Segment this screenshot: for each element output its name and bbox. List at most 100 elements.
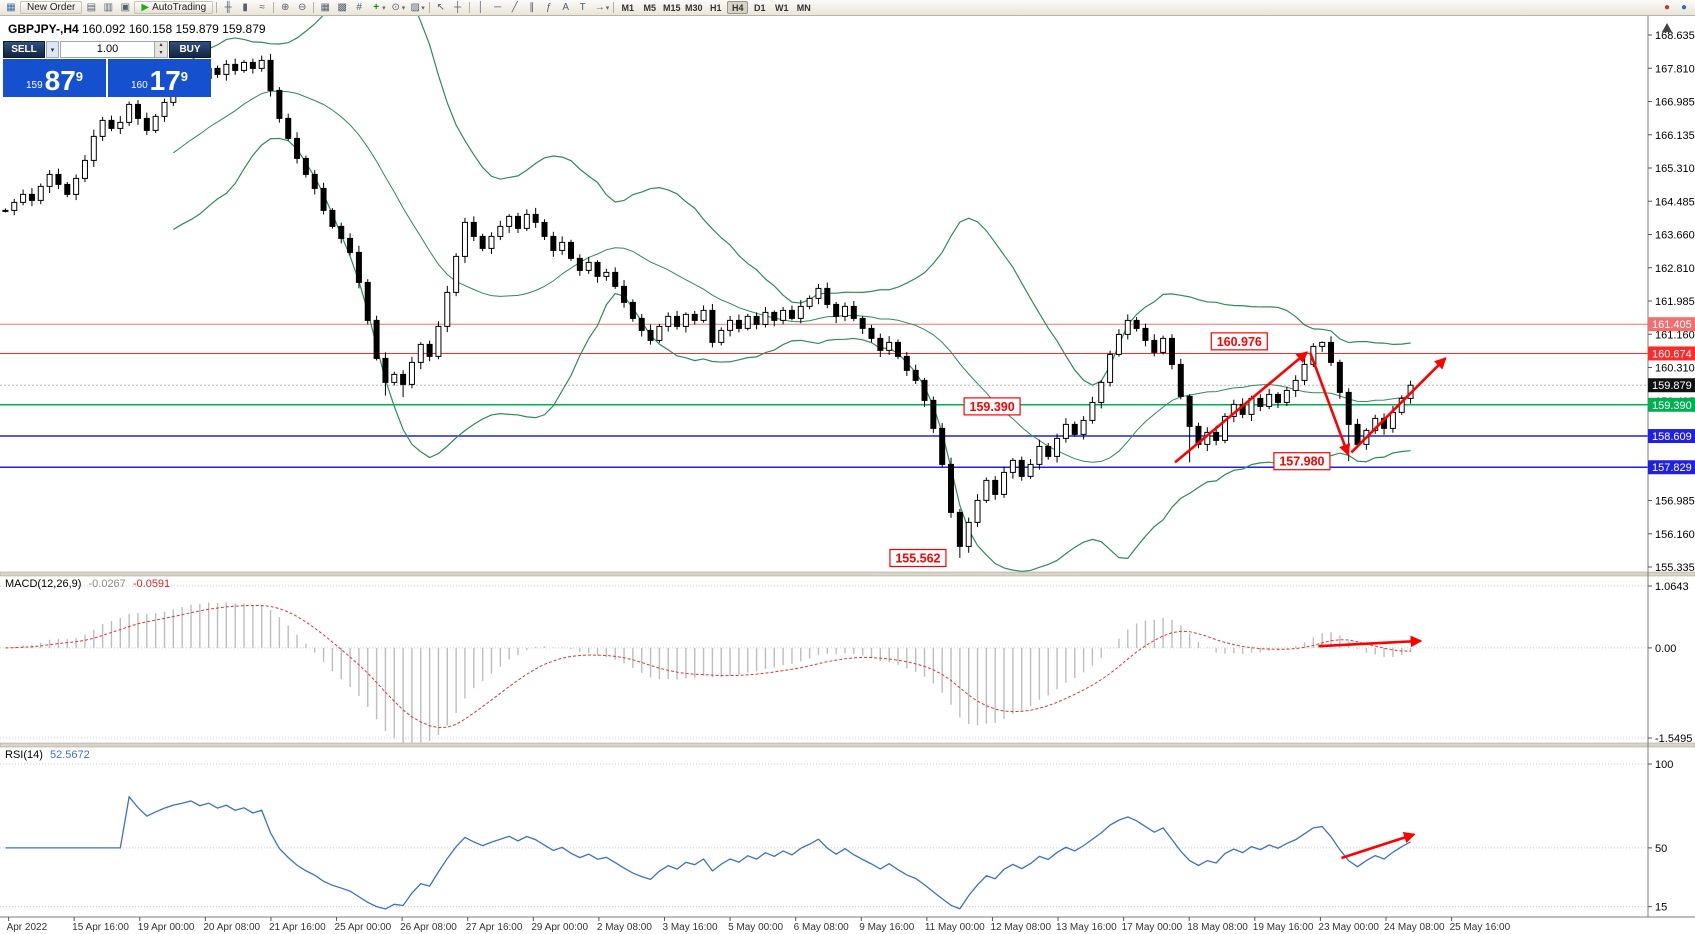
new-chart-icon[interactable]: ▦ [6, 2, 16, 13]
community-icon[interactable]: ● [1680, 2, 1688, 13]
line-chart-type-icon[interactable]: ≈ [259, 2, 265, 13]
timeframe-w1-button[interactable]: W1 [774, 2, 789, 13]
svg-text:155.562: 155.562 [895, 552, 940, 566]
candle [850, 305, 857, 319]
zoom-in-icon[interactable]: ⊕ [280, 2, 290, 13]
arrows-tool-icon-caret[interactable]: ▾ [605, 4, 610, 12]
sell-price[interactable]: 159 87 9 [3, 59, 106, 97]
timeframe-d1-button[interactable]: D1 [753, 2, 766, 13]
candle [1213, 431, 1220, 441]
candle [788, 309, 795, 319]
equidistant-channel-icon[interactable]: ∥ [529, 2, 535, 13]
price-annotation[interactable] [1273, 452, 1331, 471]
timeframe-h1-button[interactable]: H1 [709, 2, 722, 13]
trendline-icon[interactable]: ╱ [511, 2, 518, 13]
profiles-icon[interactable]: ▥ [103, 2, 114, 13]
trend-arrow[interactable] [1350, 357, 1447, 454]
rsi-panel[interactable] [0, 763, 1648, 910]
buy-button[interactable]: BUY [169, 41, 211, 58]
candle [461, 221, 468, 257]
text-label-icon[interactable]: T [579, 2, 586, 13]
zoom-out-icon[interactable]: ⊖ [297, 2, 307, 13]
candle [727, 319, 734, 331]
horizontal-line-icon[interactable]: ─ [494, 2, 502, 13]
price-badge-label: 159.879 [1652, 380, 1692, 392]
templates-icon[interactable]: ▨ [410, 2, 420, 13]
bollinger-upper-band[interactable] [172, 16, 1411, 386]
candle [1045, 445, 1052, 457]
periods-icon[interactable]: ⊙ [391, 2, 400, 13]
candle [647, 329, 654, 341]
bollinger-middle-band[interactable] [173, 90, 1411, 463]
one-click-prices: 159 87 9 160 17 9 [3, 59, 211, 97]
volume-value[interactable]: 1.00 [96, 43, 119, 55]
trend-arrow[interactable] [1308, 351, 1351, 457]
candlestick-type-icon[interactable]: ▮ [242, 2, 248, 13]
candle [338, 225, 345, 239]
time-axis-label: 23 May 00:00 [1318, 922, 1379, 933]
time-axis-label: 29 Apr 00:00 [531, 922, 588, 933]
time-axis-label: 21 Apr 16:00 [269, 922, 326, 933]
timeframe-h4-button[interactable]: H4 [727, 1, 749, 14]
price-tick-label: 167.810 [1655, 63, 1695, 75]
text-icon[interactable]: A [562, 2, 570, 13]
indicators-icon[interactable]: + [373, 2, 380, 13]
candle [1115, 333, 1122, 355]
candle [682, 313, 689, 327]
arrows-tool-icon[interactable]: → [594, 2, 605, 13]
price-annotation[interactable] [889, 548, 947, 568]
chart-shift-marker[interactable] [1662, 23, 1672, 32]
chart-canvas[interactable]: 160.976 159.390 157.980 155.562 168.635 167.8… [0, 16, 1695, 934]
panel-splitter[interactable] [0, 742, 1695, 748]
volume-input[interactable]: 1.00 ▴ ▾ [60, 41, 168, 58]
candle [877, 337, 884, 351]
timeframe-mn-button[interactable]: MN [796, 2, 811, 13]
tile-windows-icon[interactable]: ▦ [320, 2, 330, 13]
trend-arrow[interactable] [1174, 351, 1309, 464]
terminal-icon[interactable]: ▣ [120, 2, 131, 13]
price-annotation[interactable] [1210, 332, 1268, 351]
vertical-line-icon[interactable]: │ [477, 2, 484, 13]
grid-icon[interactable]: # [356, 2, 362, 13]
indicators-icon-caret[interactable]: ▾ [382, 4, 386, 12]
auto-arrange-icon[interactable]: ▩ [337, 2, 347, 13]
sell-button[interactable]: SELL [3, 41, 45, 58]
macd-panel[interactable] [0, 585, 1648, 745]
candle [665, 315, 672, 327]
candle [1275, 393, 1282, 403]
candle [1266, 393, 1273, 407]
fibonacci-icon[interactable]: ƒ [545, 2, 552, 13]
macd-arrow[interactable] [1318, 635, 1423, 648]
charts-grid-icon[interactable]: ▤ [86, 2, 97, 13]
candle [134, 103, 141, 119]
candle [550, 235, 557, 251]
one-click-menu-caret-icon[interactable]: ▾ [46, 41, 59, 58]
candle [143, 117, 150, 131]
bar-chart-type-icon[interactable]: ╫ [224, 2, 232, 13]
cursor-icon[interactable]: ↖ [436, 2, 445, 13]
volume-up-icon[interactable]: ▴ [155, 42, 167, 50]
panel-splitter[interactable] [0, 571, 1695, 577]
timeframe-m15-button[interactable]: M15 [662, 2, 681, 13]
chart-window: 160.976 159.390 157.980 155.562 168.635 167.8… [0, 16, 1695, 934]
rsi-tick-label: 100 [1655, 759, 1673, 771]
crosshair-icon[interactable]: ┼ [454, 2, 462, 13]
timeframe-m1-button[interactable]: M1 [621, 2, 634, 13]
timeframe-m30-button[interactable]: M30 [684, 2, 703, 13]
volume-down-icon[interactable]: ▾ [155, 49, 167, 57]
new-order-button[interactable]: New Order [20, 1, 83, 14]
price-tick-label: 162.810 [1655, 263, 1695, 275]
price-badge-label: 159.390 [1652, 400, 1692, 412]
rsi-tick-label: 50 [1655, 843, 1667, 855]
price-panel[interactable]: 160.976 159.390 157.980 155.562 [0, 16, 1648, 572]
autotrading-button[interactable]: ▶ AutoTrading [134, 1, 214, 14]
candle [90, 135, 97, 161]
templates-icon-caret[interactable]: ▾ [421, 4, 425, 12]
candle [1283, 389, 1290, 403]
timeframe-m5-button[interactable]: M5 [643, 2, 656, 13]
rsi-arrow[interactable] [1341, 831, 1416, 860]
buy-price[interactable]: 160 17 9 [108, 59, 211, 97]
notifications-icon[interactable]: ● [1663, 2, 1671, 13]
periods-icon-caret[interactable]: ▾ [401, 4, 406, 12]
price-annotation[interactable] [963, 397, 1021, 416]
